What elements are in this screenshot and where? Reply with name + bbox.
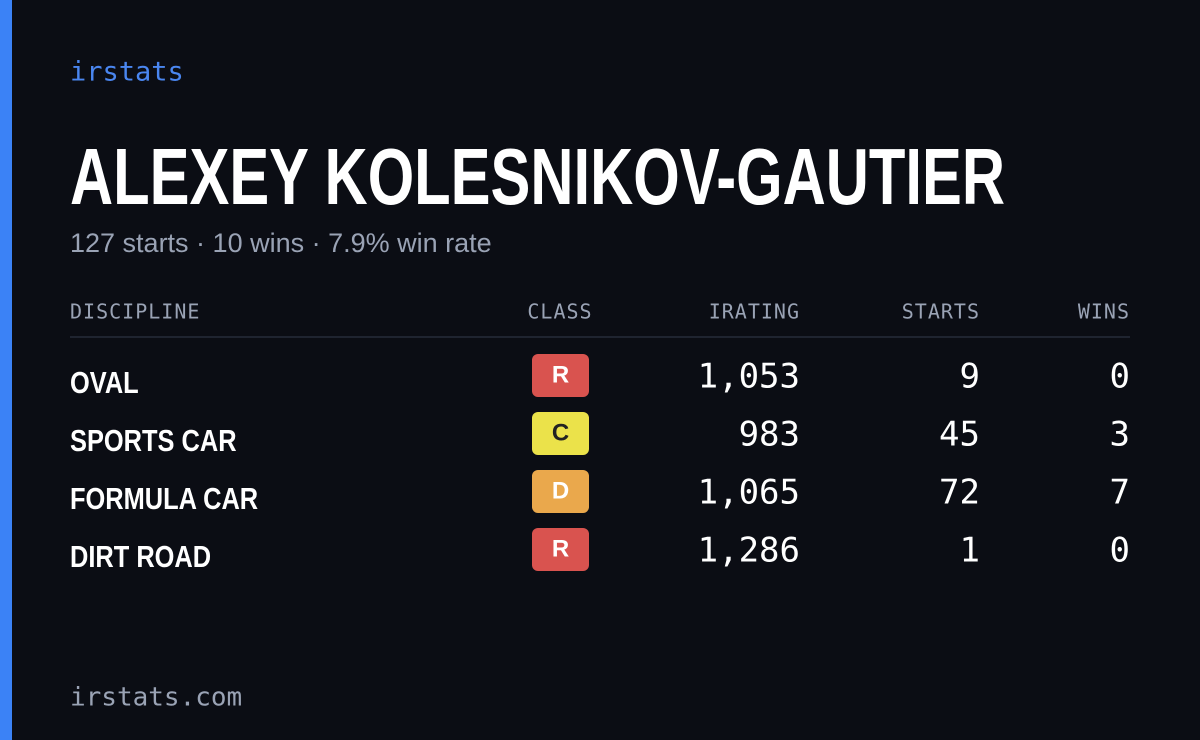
column-header: DISCIPLINE: [70, 300, 200, 324]
class-letter: R: [552, 535, 569, 562]
class-badge: [532, 412, 589, 455]
irating: 1,053: [698, 357, 800, 397]
column-header: WINS: [1078, 300, 1130, 324]
driver-name: ALEXEY KOLESNIKOV-GAUTIER: [70, 132, 1005, 221]
class-letter: R: [552, 361, 569, 388]
discipline: DIRT ROAD: [70, 540, 211, 575]
starts: 45: [939, 415, 980, 455]
brand: irstats: [70, 57, 184, 88]
wins: 0: [1110, 531, 1130, 571]
irating: 1,286: [698, 531, 800, 571]
class-letter: C: [552, 419, 569, 446]
starts: 1: [960, 531, 980, 571]
class-badge: [532, 354, 589, 397]
discipline: FORMULA CAR: [70, 482, 258, 517]
irating: 1,065: [698, 473, 800, 513]
discipline: SPORTS CAR: [70, 424, 237, 459]
class-letter: D: [552, 477, 569, 504]
class-badge: [532, 528, 589, 571]
column-header: STARTS: [902, 300, 980, 324]
starts: 9: [960, 357, 980, 397]
column-header: CLASS: [527, 300, 592, 324]
irating: 983: [739, 415, 800, 455]
wins: 7: [1110, 473, 1130, 513]
footer-url: irstats.com: [70, 683, 242, 713]
starts: 72: [939, 473, 980, 513]
wins: 3: [1110, 415, 1130, 455]
class-badge: [532, 470, 589, 513]
summary: 127 starts · 10 wins · 7.9% win rate: [70, 228, 492, 258]
accent-bar: [0, 0, 12, 740]
column-header: IRATING: [709, 300, 800, 324]
wins: 0: [1110, 357, 1130, 397]
discipline: OVAL: [70, 366, 139, 401]
